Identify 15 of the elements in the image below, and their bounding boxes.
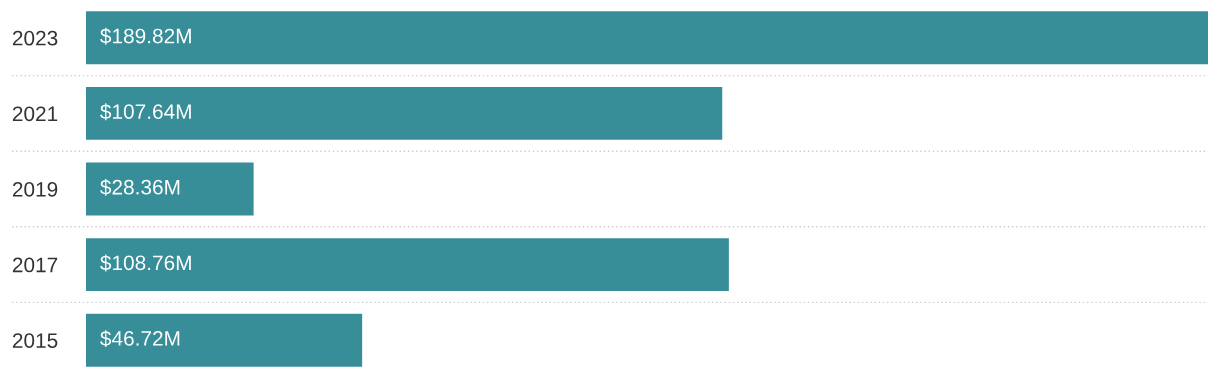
- y-tick-label: 2021: [12, 106, 58, 122]
- data-label: $189.82M: [100, 27, 191, 45]
- data-label: $107.64M: [100, 103, 191, 121]
- bar: [86, 238, 729, 292]
- y-tick-label: 2023: [12, 30, 58, 46]
- y-tick-label: 2017: [12, 257, 58, 273]
- bar: [86, 313, 363, 367]
- data-label: $108.76M: [100, 254, 191, 272]
- bar: [86, 162, 254, 216]
- y-tick-label: 2015: [12, 333, 58, 348]
- data-label: $46.72M: [100, 330, 180, 348]
- data-label: $28.36M: [100, 178, 180, 196]
- bar: [86, 11, 1208, 65]
- y-tick-label: 2019: [12, 182, 58, 197]
- bar: [86, 86, 723, 140]
